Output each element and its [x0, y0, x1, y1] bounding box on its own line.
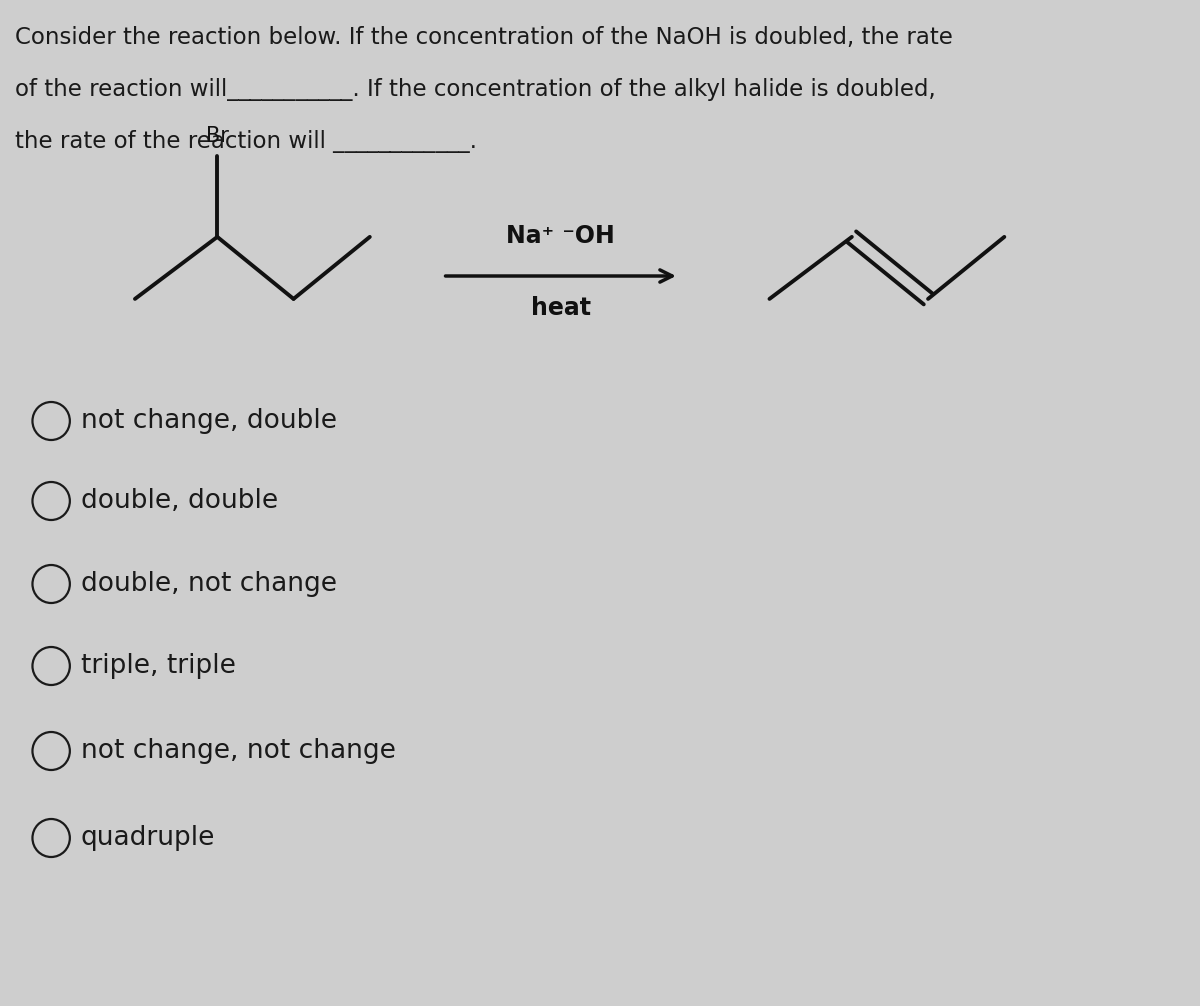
Text: Na⁺ ⁻OH: Na⁺ ⁻OH [506, 224, 616, 248]
Text: not change, not change: not change, not change [80, 738, 396, 764]
Text: of the reaction will___________. If the concentration of the alkyl halide is dou: of the reaction will___________. If the … [14, 78, 936, 101]
Text: Consider the reaction below. If the concentration of the NaOH is doubled, the ra: Consider the reaction below. If the conc… [14, 26, 953, 49]
Text: triple, triple: triple, triple [80, 653, 235, 679]
Text: heat: heat [530, 296, 590, 320]
Text: the rate of the reaction will ____________.: the rate of the reaction will __________… [14, 130, 476, 153]
Text: quadruple: quadruple [80, 825, 215, 851]
Text: not change, double: not change, double [80, 408, 337, 434]
Text: Br: Br [206, 127, 229, 146]
Text: double, not change: double, not change [80, 571, 337, 597]
Text: double, double: double, double [80, 488, 277, 514]
